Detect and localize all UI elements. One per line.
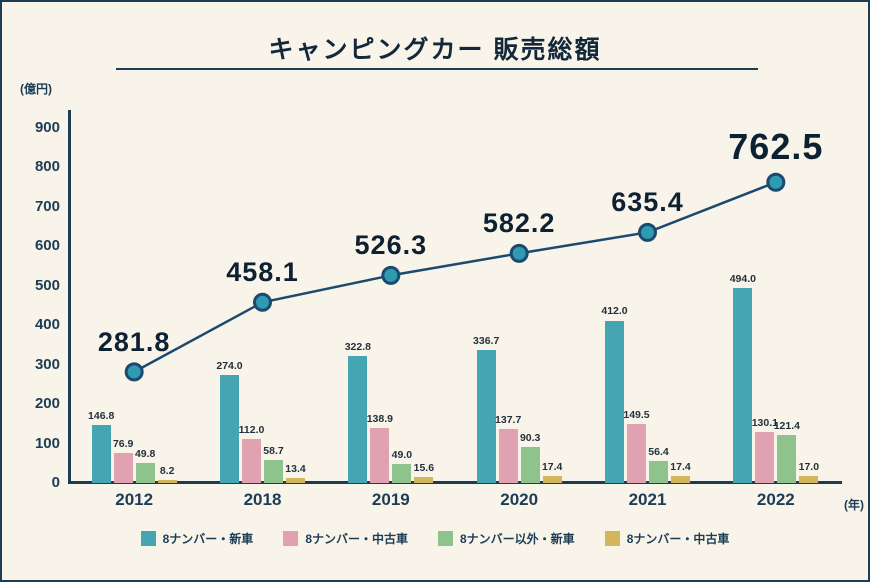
total-value-label: 582.2	[482, 208, 556, 239]
bar	[755, 431, 775, 483]
y-tick-label: 900	[34, 119, 60, 136]
x-tick-label: 2019	[371, 490, 410, 509]
bar-value-label: 412.0	[601, 305, 628, 318]
bar-value-label: 58.7	[263, 444, 284, 457]
bar	[649, 460, 668, 483]
bar-value-label: 322.8	[344, 340, 371, 353]
bar-value-label: 17.0	[798, 461, 820, 474]
total-value-label: 281.8	[97, 326, 171, 357]
bar	[605, 320, 624, 483]
bar-value-label: 149.5	[623, 409, 650, 422]
bar-value-label: 274.0	[216, 359, 243, 372]
bar-value-label: 17.4	[670, 461, 691, 474]
bar-value-label: 49.8	[134, 448, 156, 461]
bar-value-label: 15.6	[413, 461, 435, 474]
chart-title: キャンピングカー 販売総額	[268, 36, 602, 64]
bar	[733, 288, 753, 483]
bar-value-label: 76.9	[112, 437, 134, 450]
bar-value-label: 49.0	[391, 448, 413, 461]
total-value-label: 458.1	[226, 257, 299, 288]
y-tick-label: 0	[51, 474, 60, 491]
bar	[498, 428, 518, 483]
bar-value-label: 121.4	[773, 420, 800, 433]
bar-value-label: 336.7	[473, 335, 500, 348]
x-tick-label: 2020	[500, 490, 539, 509]
y-tick-label: 200	[34, 395, 60, 413]
total-value-label: 526.3	[354, 230, 428, 261]
bar-value-label: 8.2	[159, 464, 175, 477]
total-sales-line	[124, 172, 786, 382]
bar	[220, 374, 239, 483]
x-axis-unit-label: (年)	[844, 498, 864, 512]
legend-swatch-pink	[283, 531, 299, 546]
legend: 8ナンバー・新車 8ナンバー・中古車 8ナンバー以外・新車 8ナンバー・中古車	[2, 530, 868, 547]
line-marker	[509, 243, 529, 263]
bar	[113, 452, 133, 483]
x-axis-line	[68, 481, 842, 484]
bar	[671, 476, 690, 483]
y-tick-label: 800	[34, 158, 60, 176]
legend-label: 8ナンバー・中古車	[626, 532, 730, 546]
bar-value-label: 138.9	[366, 413, 393, 426]
y-axis-unit-label: (億円)	[20, 82, 52, 96]
y-axis-line	[68, 110, 71, 484]
line-marker	[381, 265, 401, 285]
y-tick-label: 100	[34, 434, 60, 452]
bar	[135, 463, 155, 483]
legend-item-used-2: 8ナンバー・中古車	[604, 530, 730, 547]
bar	[157, 479, 177, 483]
bar-value-label: 137.7	[495, 413, 522, 426]
bar-value-label: 130.1	[751, 416, 778, 429]
y-tick-label: 500	[34, 276, 60, 294]
total-value-label: 762.5	[728, 126, 824, 168]
bar-value-label: 112.0	[238, 423, 265, 436]
x-tick-label: 2021	[628, 490, 667, 509]
bar	[476, 350, 496, 483]
y-tick-label: 600	[34, 237, 60, 255]
bar	[392, 463, 412, 483]
line-marker	[638, 222, 657, 242]
legend-swatch-teal	[140, 531, 156, 546]
bar	[414, 476, 434, 483]
legend-label: 8ナンバー・新車	[162, 532, 254, 546]
x-tick-label: 2018	[243, 490, 282, 509]
bar	[542, 476, 562, 483]
bar-value-label: 90.3	[519, 432, 541, 445]
x-tick-label: 2022	[756, 490, 795, 509]
bar	[370, 428, 390, 483]
legend-label: 8ナンバー以外・新車	[460, 532, 575, 546]
bar	[520, 447, 540, 483]
legend-item-non8number-new: 8ナンバー以外・新車	[438, 530, 575, 547]
y-tick-label: 400	[34, 316, 60, 334]
line-marker	[766, 172, 786, 192]
bar	[91, 425, 111, 483]
bar-value-label: 56.4	[648, 445, 669, 458]
legend-label: 8ナンバー・中古車	[305, 532, 408, 546]
total-value-label: 635.4	[611, 187, 684, 218]
bar	[264, 459, 283, 483]
bar	[777, 435, 797, 483]
y-tick-label: 300	[34, 355, 60, 373]
line-marker	[253, 292, 272, 312]
legend-item-8number-new: 8ナンバー・新車	[140, 530, 254, 547]
bar	[627, 424, 646, 483]
legend-item-8number-used: 8ナンバー・中古車	[283, 530, 408, 547]
bar	[348, 355, 368, 483]
bar-value-label: 146.8	[88, 410, 115, 423]
bar	[799, 476, 819, 483]
plot-area: 146.8 274.0 322.8 336.7 412.0 494.0 76.9 112.0 1…	[70, 128, 840, 483]
bar-value-label: 13.4	[285, 462, 306, 475]
bar	[286, 477, 305, 483]
line-marker	[124, 362, 144, 382]
legend-swatch-green	[438, 531, 453, 546]
x-tick-label: 2012	[115, 490, 154, 509]
bar	[242, 438, 261, 483]
y-tick-label: 700	[34, 197, 60, 215]
legend-swatch-yellow	[604, 531, 620, 546]
title-underline	[116, 68, 758, 70]
bar-value-label: 494.0	[729, 273, 756, 286]
bar-value-label: 17.4	[541, 461, 563, 474]
